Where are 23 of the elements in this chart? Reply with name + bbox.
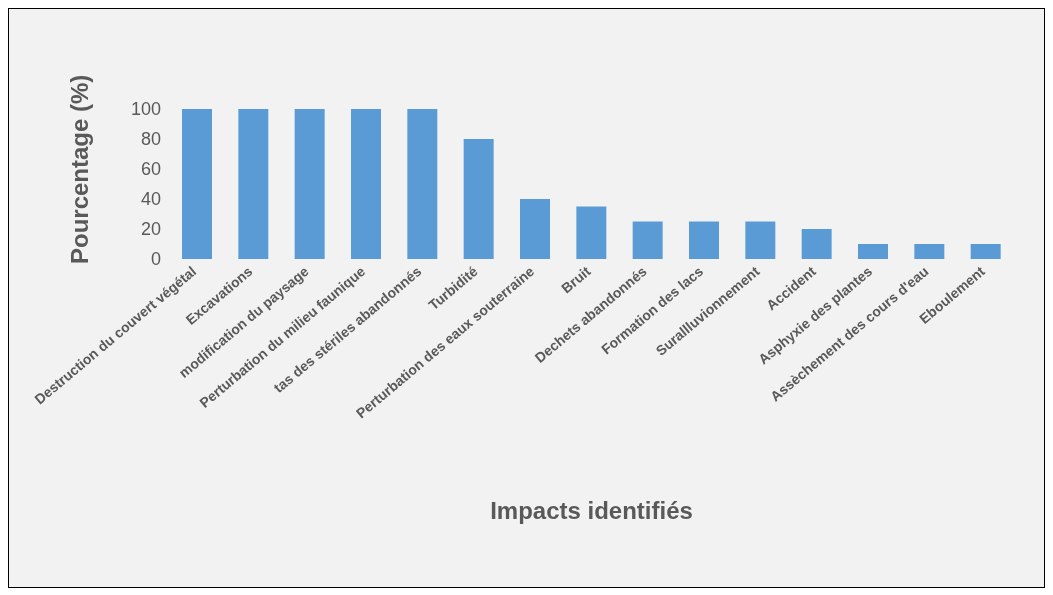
y-tick-label: 20	[140, 219, 161, 240]
bar	[689, 221, 719, 259]
y-tick-label: 80	[140, 129, 161, 150]
bar	[238, 109, 269, 259]
x-axis-title: Impacts identifiés	[490, 497, 693, 524]
bar	[801, 229, 832, 259]
bar	[407, 109, 438, 259]
bar	[294, 109, 325, 259]
y-axis-title: Pourcentage (%)	[65, 74, 93, 264]
bar	[463, 139, 494, 259]
bar	[351, 109, 381, 259]
bar	[970, 244, 1001, 259]
bar	[745, 221, 776, 259]
bar	[914, 244, 945, 259]
bar	[858, 244, 888, 259]
bar	[576, 206, 607, 259]
bar	[632, 221, 663, 259]
y-tick-label: 40	[140, 189, 161, 210]
y-tick-label: 0	[150, 249, 161, 270]
y-tick-label: 100	[130, 99, 161, 120]
bar	[182, 109, 212, 259]
bar	[520, 199, 550, 259]
y-tick-label: 60	[140, 159, 161, 180]
